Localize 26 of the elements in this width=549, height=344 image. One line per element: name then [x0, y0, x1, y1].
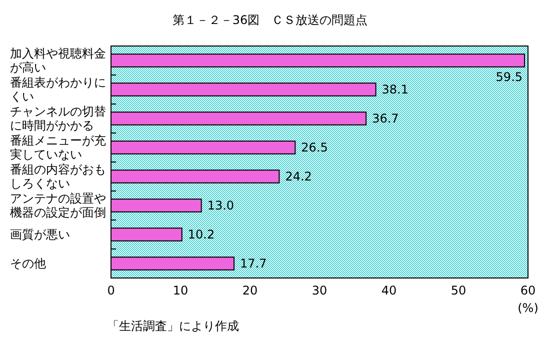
- y-tick-label: 番組表がわかりにくい: [10, 76, 106, 104]
- data-label: 17.7: [240, 256, 267, 270]
- x-tick-label: 20: [242, 284, 258, 298]
- y-tick-label: チャンネルの切替に時間がかかる: [10, 104, 106, 132]
- y-tick-label: 番組の内容がおもしろくない: [10, 162, 106, 190]
- data-label: 10.2: [188, 228, 215, 242]
- x-tick-label: 50: [450, 284, 466, 298]
- x-tick-label: 10: [172, 284, 188, 298]
- text: 「生活調査」により作成: [107, 319, 239, 333]
- data-label: 59.5: [496, 70, 523, 84]
- x-tick-label: 30: [312, 284, 328, 298]
- y-tick-label: その他: [10, 256, 46, 270]
- data-label: 26.5: [301, 140, 328, 154]
- data-label: 13.0: [207, 198, 234, 212]
- data-label: 36.7: [372, 112, 399, 126]
- y-tick-label: 画質が悪い: [10, 228, 70, 242]
- x-tick-label: 0: [107, 284, 115, 298]
- y-tick-label: 加入料や視聴料金が高い: [10, 46, 106, 74]
- x-tick-label: 60: [520, 284, 536, 298]
- y-tick-label: 番組メニューが充実していない: [10, 134, 106, 162]
- x-tick-label: 40: [381, 284, 397, 298]
- x-axis-title: (%): [518, 301, 538, 315]
- y-tick-label: アンテナの設置や機器の設定が面倒: [10, 192, 106, 220]
- data-label: 38.1: [382, 82, 409, 96]
- chart-title: 第１－２－36図 ＣＳ放送の問題点: [172, 13, 368, 27]
- data-label: 24.2: [285, 170, 312, 184]
